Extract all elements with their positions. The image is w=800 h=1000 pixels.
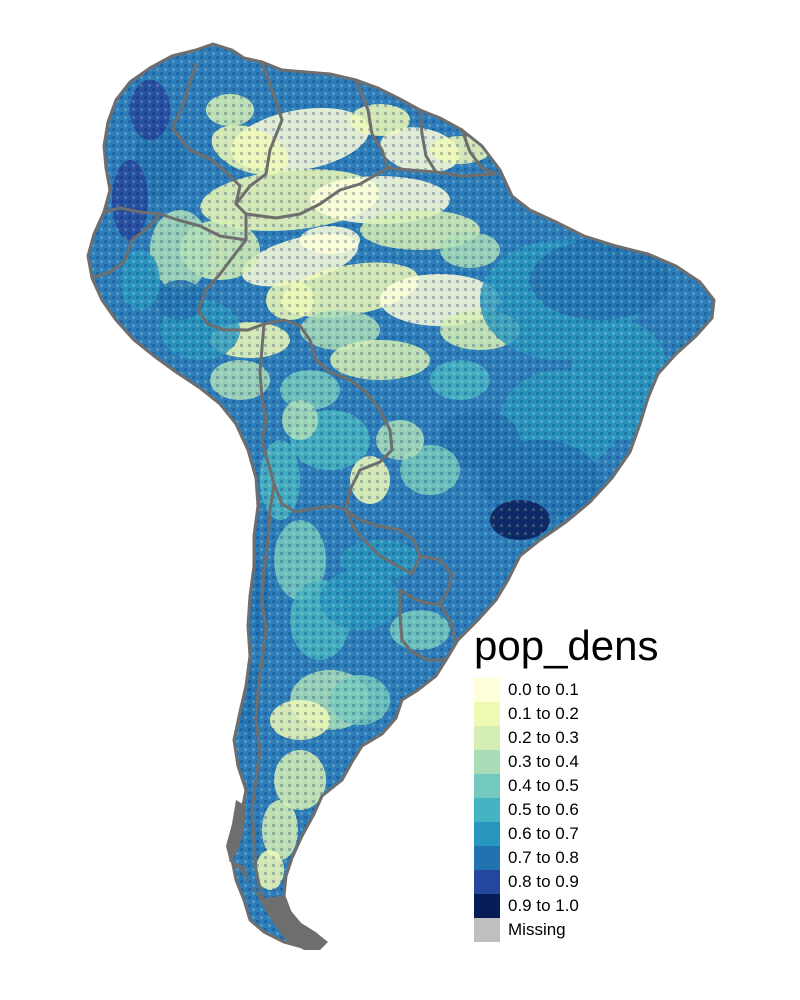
legend-label: 0.7 to 0.8: [508, 848, 579, 867]
border-guyana-suriname: [354, 78, 390, 170]
border-peru-brazil: [222, 318, 392, 432]
legend-swatch: [474, 678, 500, 702]
legend-swatch: [474, 918, 500, 942]
border-peru-bolivia: [258, 322, 268, 442]
legend-label: 0.8 to 0.9: [508, 872, 579, 891]
border-bolivia-paraguay: [294, 504, 348, 514]
legend-swatch: [474, 774, 500, 798]
legend-swatch: [474, 702, 500, 726]
legend-item: 0.1 to 0.2: [474, 702, 774, 726]
legend-item: 0.6 to 0.7: [474, 822, 774, 846]
legend-swatch: [474, 870, 500, 894]
legend-label: 0.6 to 0.7: [508, 824, 579, 843]
legend-item: 0.7 to 0.8: [474, 846, 774, 870]
legend-swatch: [474, 750, 500, 774]
chile-fjords: [226, 800, 246, 862]
legend-swatch: [474, 726, 500, 750]
border-bolivia-brazil: [344, 428, 394, 512]
border-suriname-guiana: [418, 108, 438, 174]
legend-item: 0.0 to 0.1: [474, 678, 774, 702]
legend-item: 0.5 to 0.6: [474, 798, 774, 822]
legend-label: 0.3 to 0.4: [508, 752, 579, 771]
border-chile-argentina: [250, 482, 276, 900]
map-legend: pop_dens 0.0 to 0.1 0.1 to 0.2 0.2 to 0.3 0…: [474, 622, 774, 942]
border-guiana-brazil: [460, 128, 498, 176]
legend-item: 0.2 to 0.3: [474, 726, 774, 750]
country-borders: [90, 60, 498, 900]
legend-swatch: [474, 846, 500, 870]
legend-label: Missing: [508, 920, 566, 939]
border-paraguay-argentina: [344, 508, 422, 576]
legend-title: pop_dens: [474, 622, 659, 669]
coastline: [86, 42, 716, 950]
legend-swatch: [474, 822, 500, 846]
border-north-brazil: [244, 166, 498, 220]
border-ecuador-peru: [90, 212, 162, 280]
border-colombia-ecuador: [102, 206, 248, 242]
legend-item: 0.3 to 0.4: [474, 750, 774, 774]
legend-item: 0.4 to 0.5: [474, 774, 774, 798]
legend-label: 0.9 to 1.0: [508, 896, 579, 915]
border-uruguay: [398, 588, 458, 662]
border-argentina-brazil: [418, 554, 454, 606]
southern-islands: [228, 860, 328, 950]
legend-label: 0.2 to 0.3: [508, 728, 579, 747]
legend-swatch: [474, 894, 500, 918]
legend-item: Missing: [474, 918, 774, 942]
border-paraguay-brazil: [344, 508, 422, 558]
border-venezuela-guyana: [234, 60, 284, 206]
legend-label: 0.1 to 0.2: [508, 704, 579, 723]
legend-label: 0.4 to 0.5: [508, 776, 579, 795]
border-colombia-peru-brazil: [196, 212, 248, 332]
falkland-islands: [306, 936, 326, 948]
border-colombia-venezuela: [170, 62, 248, 216]
legend-label: 0.5 to 0.6: [508, 800, 579, 819]
legend-item: 0.8 to 0.9: [474, 870, 774, 894]
legend-swatch: [474, 798, 500, 822]
legend-item: 0.9 to 1.0: [474, 894, 774, 918]
legend-items: 0.0 to 0.1 0.1 to 0.2 0.2 to 0.3 0.3 to 0.4…: [474, 678, 774, 942]
legend-label: 0.0 to 0.1: [508, 680, 579, 699]
